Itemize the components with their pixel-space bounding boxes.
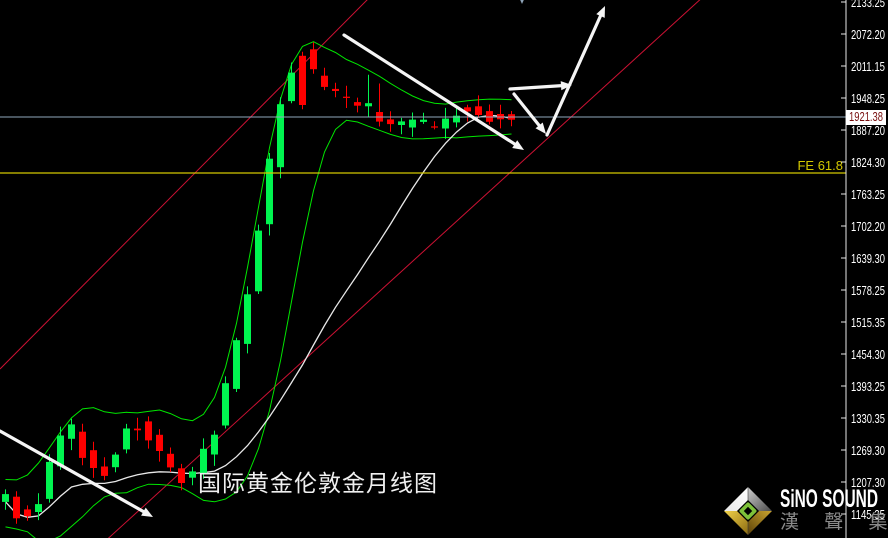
svg-text:1948.25: 1948.25 — [851, 91, 885, 106]
svg-text:1330.35: 1330.35 — [851, 411, 885, 426]
svg-text:国际黄金伦敦金月线图: 国际黄金伦敦金月线图 — [198, 470, 438, 496]
svg-text:1639.30: 1639.30 — [851, 251, 885, 266]
svg-text:2072.20: 2072.20 — [851, 27, 885, 42]
svg-text:SiNO SOUND: SiNO SOUND — [780, 485, 878, 513]
svg-text:2011.15: 2011.15 — [851, 59, 885, 74]
svg-text:2133.25: 2133.25 — [851, 0, 885, 10]
svg-text:1921.38: 1921.38 — [849, 109, 883, 124]
svg-text:1393.25: 1393.25 — [851, 379, 885, 394]
svg-text:1578.25: 1578.25 — [851, 283, 885, 298]
svg-text:1887.20: 1887.20 — [851, 123, 885, 138]
svg-text:1763.25: 1763.25 — [851, 187, 885, 202]
svg-text:FE 61.8: FE 61.8 — [797, 158, 843, 173]
svg-text:1515.35: 1515.35 — [851, 315, 885, 330]
svg-text:1269.30: 1269.30 — [851, 443, 885, 458]
svg-text:1824.30: 1824.30 — [851, 155, 885, 170]
svg-text:1454.30: 1454.30 — [851, 347, 885, 362]
svg-text:漢 聲 集 團: 漢 聲 集 團 — [780, 511, 888, 533]
svg-text:1702.20: 1702.20 — [851, 219, 885, 234]
